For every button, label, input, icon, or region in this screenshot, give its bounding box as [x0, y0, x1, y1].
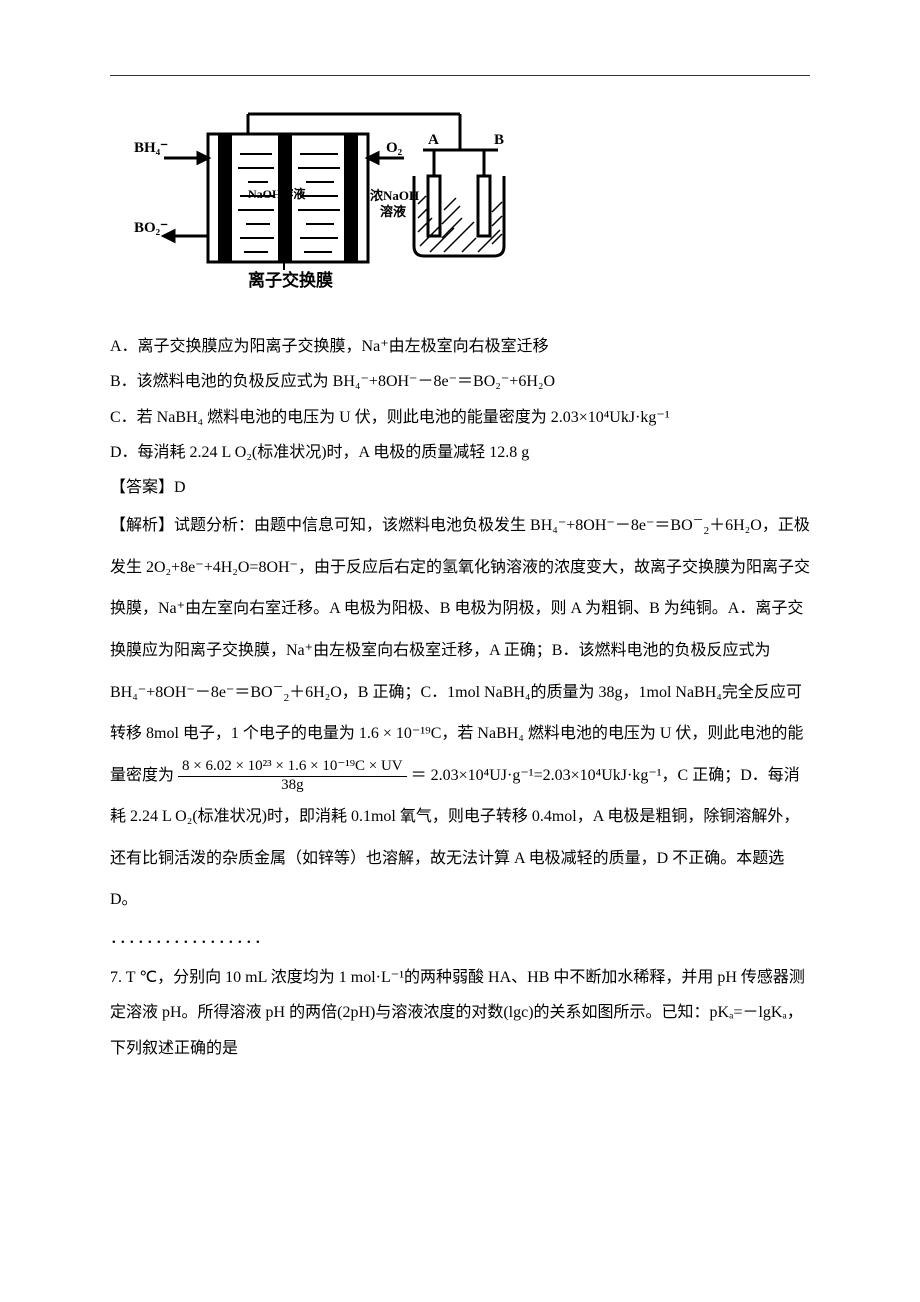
label-naoh-right-2: 溶液	[380, 204, 406, 219]
explanation-part-a: 试题分析：由题中信息可知，该燃料电池负极发生 BH₄⁻+8OH⁻－8e⁻＝BO	[174, 517, 693, 534]
charge-sup-2: －	[273, 681, 284, 693]
label-B: B	[494, 132, 504, 148]
fuel-cell-diagram: BH₄⁻ BO₂⁻ O₂ A B NaOH溶液 浓NaOH 溶液 离子交换膜	[128, 96, 810, 319]
label-membrane: 离子交换膜	[248, 270, 333, 290]
energy-fraction: 8 × 6.02 × 10²³ × 1.6 × 10⁻¹⁹C × UV38g	[178, 758, 407, 794]
label-naoh-right-1: 浓NaOH	[370, 188, 419, 203]
explanation-label: 【解析】	[110, 517, 174, 534]
charge-sup-1: －	[693, 515, 704, 527]
page-top-rule	[110, 75, 810, 76]
explanation-part-b: ＋6H₂O，正极发生 2O₂+8e⁻+4H₂O=8OH⁻，由于反应后右定的氢氧化…	[110, 517, 810, 700]
question-7: 7. T ℃，分别向 10 mL 浓度均为 1 mol·L⁻¹的两种弱酸 HA、…	[110, 960, 810, 1066]
option-B: B．该燃料电池的负极反应式为 BH₄⁻+8OH⁻－8e⁻＝BO₂⁻+6H₂O	[110, 364, 810, 399]
answer-line: 【答案】D	[110, 470, 810, 505]
label-naoh-left: NaOH溶液	[248, 186, 305, 201]
dots-line: ．．．．．．．．．．．．．．．．．	[110, 921, 810, 956]
option-D: D．每消耗 2.24 L O₂(标准状况)时，A 电极的质量减轻 12.8 g	[110, 435, 810, 470]
option-A: A．离子交换膜应为阳离子交换膜，Na⁺由左极室向右极室迁移	[110, 329, 810, 364]
diagram-svg: BH₄⁻ BO₂⁻ O₂ A B NaOH溶液 浓NaOH 溶液 离子交换膜	[128, 96, 528, 306]
explanation-block: 【解析】试题分析：由题中信息可知，该燃料电池负极发生 BH₄⁻+8OH⁻－8e⁻…	[110, 505, 810, 921]
label-A: A	[428, 132, 439, 148]
label-bh4: BH₄⁻	[134, 140, 168, 156]
fraction-numerator: 8 × 6.02 × 10²³ × 1.6 × 10⁻¹⁹C × UV	[178, 758, 407, 776]
label-o2: O₂	[386, 140, 403, 156]
option-C: C．若 NaBH₄ 燃料电池的电压为 U 伏，则此电池的能量密度为 2.03×1…	[110, 400, 810, 435]
label-bo2: BO₂⁻	[134, 220, 168, 236]
fraction-denominator: 38g	[178, 777, 407, 794]
